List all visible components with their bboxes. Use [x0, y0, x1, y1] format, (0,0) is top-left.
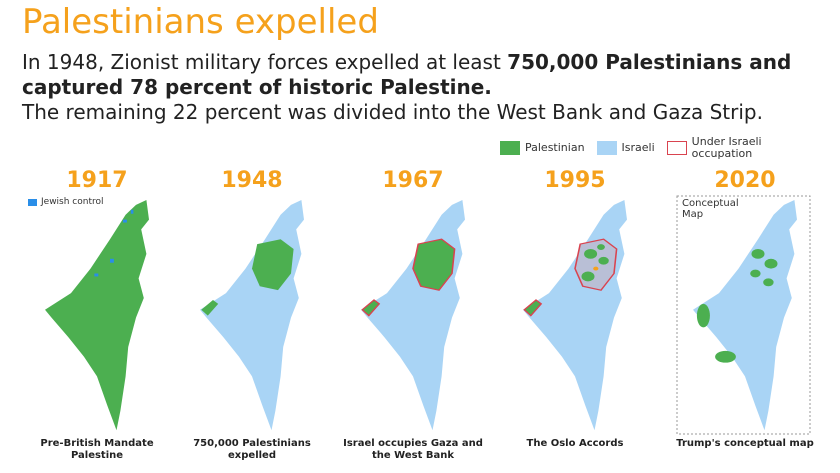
legend-swatch [666, 141, 687, 155]
legend-item: Under Israeli occupation [666, 135, 802, 160]
map-note: Jewish control [28, 197, 104, 207]
legend-label: Under Israeli occupation [691, 135, 762, 160]
intro-text: In 1948, Zionist military forces expelle… [22, 50, 508, 74]
legend-item: Palestinian [500, 141, 585, 155]
legend-swatch [500, 141, 520, 155]
legend-item: Israeli [596, 141, 655, 155]
map-2020 [693, 200, 797, 431]
note-text: Jewish control [41, 197, 104, 207]
legend-label: Palestinian [525, 141, 585, 154]
intro-text: The remaining 22 percent was divided int… [22, 100, 763, 124]
year: 2020 [714, 168, 776, 193]
caption: Israel occupies Gaza and the West Bank [343, 438, 483, 461]
legend-label: Israeli [621, 141, 655, 154]
intro-bold: 750,000 Palestinians and captured 78 per… [22, 50, 792, 99]
year: 1917 [66, 168, 128, 193]
year: 1967 [382, 168, 444, 193]
map-note: Conceptual Map [682, 198, 739, 220]
legend-swatch [596, 141, 617, 155]
year: 1948 [221, 168, 283, 193]
map-1967 [361, 200, 465, 431]
map-1995 [523, 200, 627, 431]
caption: 750,000 Palestinians expelled [193, 438, 311, 461]
legend: Palestinian Israeli Under Israeli occupati… [500, 136, 802, 160]
map-1917 [45, 200, 149, 431]
frame [676, 195, 811, 435]
caption: Pre-British Mandate Palestine [40, 438, 154, 461]
year: 1995 [544, 168, 606, 193]
note-swatch [28, 198, 37, 206]
intro: In 1948, Zionist military forces expelle… [22, 50, 812, 125]
title: Palestinians expelled [22, 2, 379, 42]
caption: The Oslo Accords [526, 438, 624, 449]
map-1948 [200, 200, 304, 431]
caption: Trump's conceptual map [676, 438, 814, 449]
